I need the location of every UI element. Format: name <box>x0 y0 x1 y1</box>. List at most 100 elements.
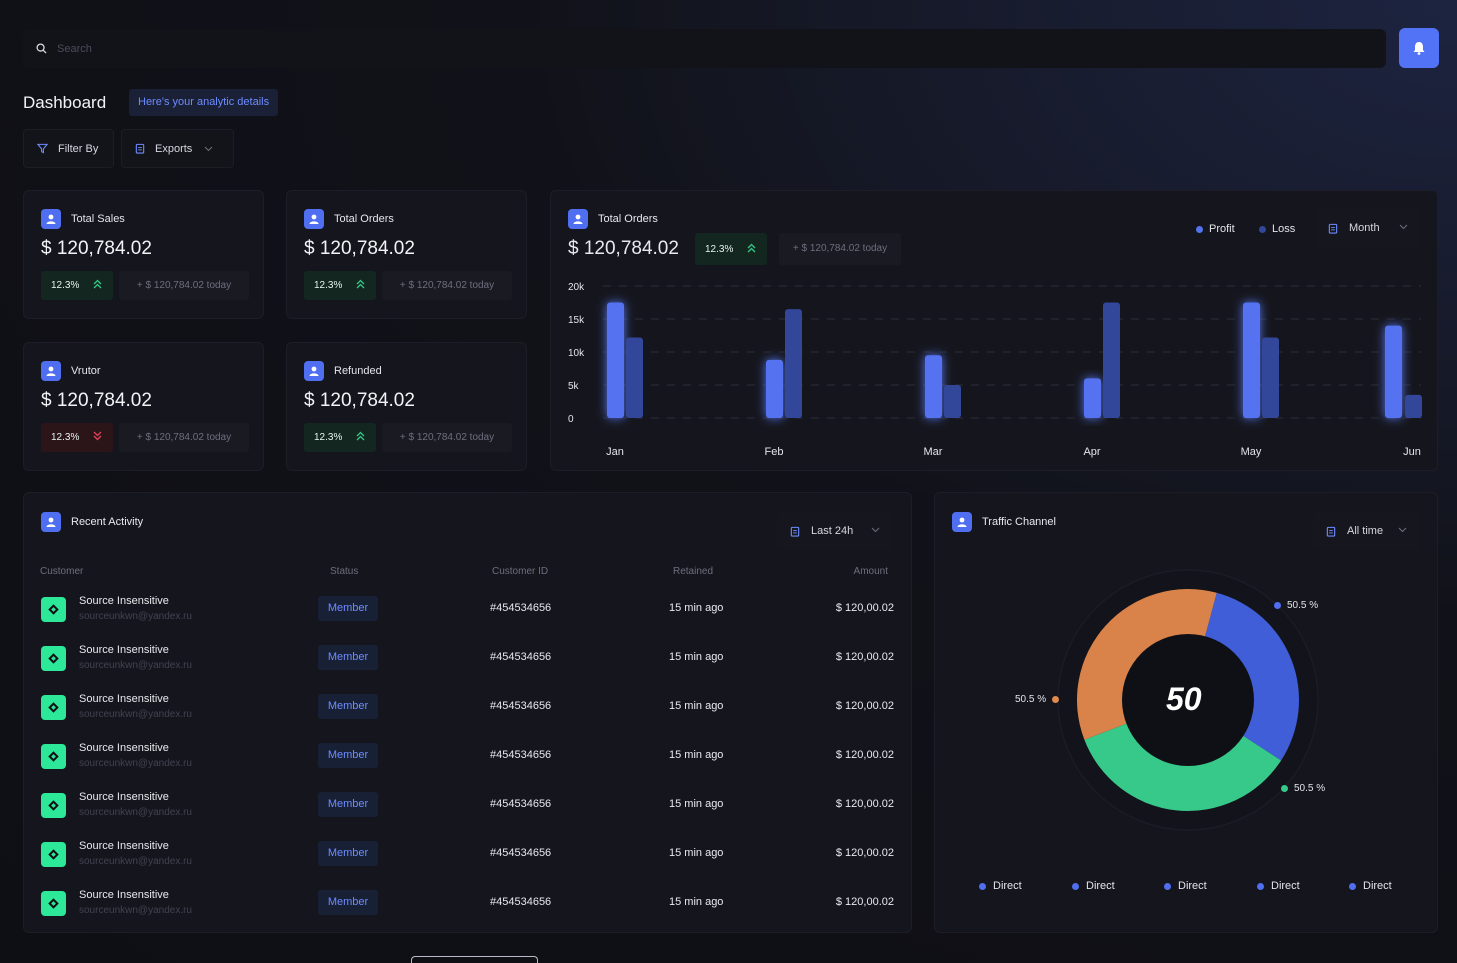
customer-email: sourceunkwn@yandex.ru <box>79 611 192 622</box>
customer-name: Source Insensitive <box>79 644 169 656</box>
stat-title: Vrutor <box>71 365 101 377</box>
slice-label-orange: 50.5 % <box>1015 694 1060 705</box>
bar-chart: 20k 15k 10k 5k 0 Jan Feb Mar Apr May Jun <box>568 282 1422 458</box>
bar-profit-mar[interactable] <box>925 355 942 418</box>
customer-id: #454534656 <box>490 602 552 614</box>
stat-card-total-orders: Total Orders $ 120,784.02 12.3% + $ 120,… <box>286 190 527 319</box>
customer-name: Source Insensitive <box>79 693 169 705</box>
customer-id: #454534656 <box>490 749 552 761</box>
bar-profit-jun[interactable] <box>1385 325 1402 418</box>
bar-profit-apr[interactable] <box>1084 378 1101 418</box>
user-icon <box>304 361 324 381</box>
period-dropdown[interactable]: Month <box>1315 209 1421 247</box>
today-badge: + $ 120,784.02 today <box>119 271 249 300</box>
traffic-legend-item: Direct <box>1257 880 1300 892</box>
amount: $ 120,00.02 <box>835 847 894 859</box>
y-tick-label: 20k <box>568 282 585 293</box>
activity-title: Recent Activity <box>71 516 144 528</box>
company-logo-icon <box>41 744 66 769</box>
customer-name: Source Insensitive <box>79 791 169 803</box>
y-tick-label: 0 <box>568 414 574 425</box>
exports-label: Exports <box>155 142 193 155</box>
clipboard-icon <box>135 143 145 154</box>
bar-loss-jan[interactable] <box>626 337 643 418</box>
retained-time: 15 min ago <box>669 896 724 908</box>
slice-label-blue: 50.5 % <box>1274 600 1318 611</box>
user-icon <box>41 209 61 229</box>
bar-loss-apr[interactable] <box>1103 302 1120 419</box>
company-logo-icon <box>41 646 66 671</box>
stat-value: $ 120,784.02 <box>304 238 415 259</box>
notification-button[interactable] <box>1399 28 1439 68</box>
bar-loss-may[interactable] <box>1262 337 1279 418</box>
stat-card-refunded: Refunded $ 120,784.02 12.3% + $ 120,784.… <box>286 342 527 471</box>
change-badge: 12.3% <box>304 423 376 452</box>
horizontal-scrollbar[interactable] <box>411 956 538 963</box>
status-badge: Member <box>318 596 378 621</box>
user-icon <box>41 361 61 381</box>
filter-button[interactable]: Filter By <box>23 129 114 168</box>
x-tick-label: Jan <box>606 446 624 458</box>
table-row[interactable]: Source Insensitive sourceunkwn@yandex.ru M… <box>24 885 913 934</box>
activity-period-dropdown[interactable]: Last 24h <box>777 512 893 550</box>
amount: $ 120,00.02 <box>835 602 894 614</box>
bell-icon <box>1413 42 1425 55</box>
chevron-down-icon <box>204 146 213 151</box>
y-tick-label: 10k <box>568 348 585 359</box>
today-badge: + $ 120,784.02 today <box>119 423 249 452</box>
column-header-customer: Customer <box>40 566 84 577</box>
traffic-period-dropdown[interactable]: All time <box>1313 512 1420 550</box>
search-bar[interactable] <box>23 29 1386 68</box>
table-row[interactable]: Source Insensitive sourceunkwn@yandex.ru M… <box>24 738 913 787</box>
table-row[interactable]: Source Insensitive sourceunkwn@yandex.ru M… <box>24 787 913 836</box>
retained-time: 15 min ago <box>669 749 724 761</box>
traffic-legend-item: Direct <box>1072 880 1115 892</box>
stat-card-vrutor: Vrutor $ 120,784.02 12.3% + $ 120,784.02… <box>23 342 264 471</box>
today-badge: + $ 120,784.02 today <box>382 271 512 300</box>
customer-name: Source Insensitive <box>79 595 169 607</box>
status-badge: Member <box>318 645 378 670</box>
y-tick-label: 5k <box>568 381 580 392</box>
traffic-legend-item: Direct <box>1164 880 1207 892</box>
subtitle-badge: Here's your analytic details <box>129 89 279 116</box>
bar-profit-feb[interactable] <box>766 359 783 418</box>
change-badge: 12.3% <box>41 271 113 300</box>
bar-loss-mar[interactable] <box>944 385 961 418</box>
bar-profit-jan[interactable] <box>607 302 624 419</box>
status-badge: Member <box>318 841 378 866</box>
bar-loss-feb[interactable] <box>785 309 802 418</box>
stat-card-total-sales: Total Sales $ 120,784.02 12.3% + $ 120,7… <box>23 190 264 319</box>
clipboard-icon <box>1328 223 1338 234</box>
table-row[interactable]: Source Insensitive sourceunkwn@yandex.ru M… <box>24 640 913 689</box>
column-header-status: Status <box>330 566 359 577</box>
amount: $ 120,00.02 <box>835 700 894 712</box>
stat-value: $ 120,784.02 <box>41 238 152 259</box>
status-badge: Member <box>318 890 378 915</box>
customer-id: #454534656 <box>490 896 552 908</box>
stat-value: $ 120,784.02 <box>41 390 152 411</box>
retained-time: 15 min ago <box>669 798 724 810</box>
user-icon <box>568 209 588 229</box>
legend-loss: Loss <box>1259 223 1295 235</box>
user-icon <box>952 512 972 532</box>
search-input[interactable] <box>57 42 657 55</box>
stat-title: Refunded <box>334 365 382 377</box>
bar-loss-jun[interactable] <box>1405 394 1422 418</box>
chevron-down-icon <box>871 527 880 533</box>
x-tick-label: Apr <box>1083 446 1100 458</box>
x-tick-label: May <box>1241 446 1262 458</box>
table-row[interactable]: Source Insensitive sourceunkwn@yandex.ru M… <box>24 689 913 738</box>
today-badge: + $ 120,784.02 today <box>382 423 512 452</box>
table-row[interactable]: Source Insensitive sourceunkwn@yandex.ru M… <box>24 591 913 640</box>
column-header-customer-id: Customer ID <box>492 566 549 577</box>
double-chevron-up-icon <box>747 243 756 253</box>
bar-profit-may[interactable] <box>1243 302 1260 419</box>
customer-id: #454534656 <box>490 651 552 663</box>
double-chevron-up-icon <box>356 279 365 289</box>
amount: $ 120,00.02 <box>835 798 894 810</box>
exports-button[interactable]: Exports <box>121 129 234 168</box>
table-row[interactable]: Source Insensitive sourceunkwn@yandex.ru M… <box>24 836 913 885</box>
amount: $ 120,00.02 <box>835 749 894 761</box>
double-chevron-up-icon <box>93 279 102 289</box>
user-icon <box>304 209 324 229</box>
